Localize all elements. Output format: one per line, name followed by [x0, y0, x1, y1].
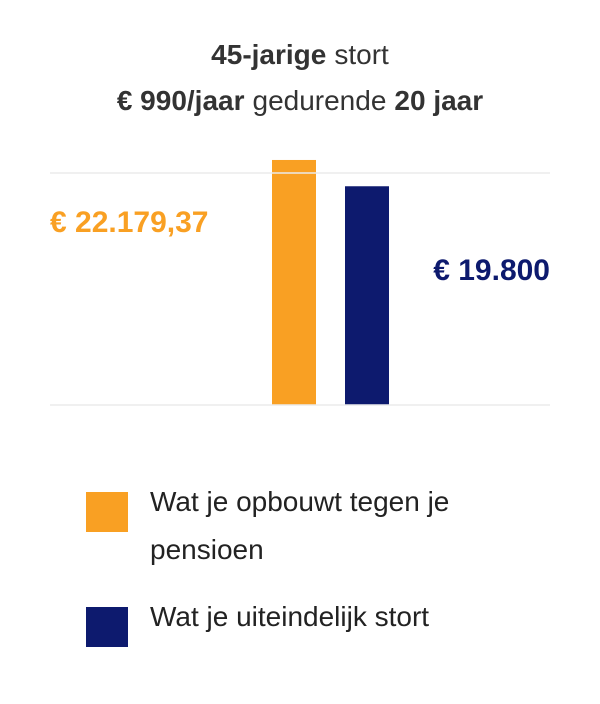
- legend-label: Wat je uiteindelijk stort: [150, 601, 430, 632]
- title-part: 20 jaar: [394, 85, 483, 116]
- chart-title: 45-jarige stort: [211, 39, 389, 70]
- title-part: € 990/jaar: [117, 85, 245, 116]
- bar: [272, 159, 316, 405]
- chart-title: € 990/jaar gedurende 20 jaar: [117, 85, 483, 116]
- legend-item: Wat je opbouwt tegen je pensioen: [86, 478, 530, 574]
- title-part: 45-jarige: [211, 39, 326, 70]
- title-part: gedurende: [253, 85, 387, 116]
- legend-swatch: [86, 607, 128, 647]
- legend-item: Wat je uiteindelijk stort: [86, 593, 530, 647]
- value-label: € 22.179,37: [50, 206, 208, 239]
- chart: 45-jarige stort € 990/jaar gedurende 20 jaar…: [50, 39, 550, 406]
- title-part: stort: [334, 39, 389, 70]
- legend-label: Wat je opbouwt tegen je pensioen: [150, 486, 450, 565]
- legend-swatch: [86, 492, 128, 532]
- value-label: € 19.800: [433, 254, 550, 287]
- bar: [345, 186, 389, 405]
